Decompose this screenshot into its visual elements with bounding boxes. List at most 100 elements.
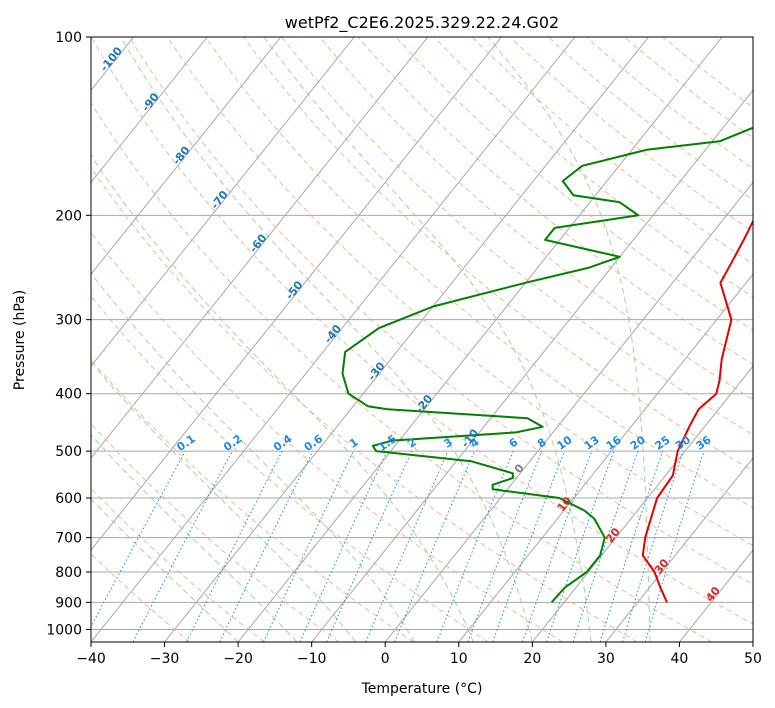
x-tick-label: −20 bbox=[223, 651, 253, 667]
y-axis-label: Pressure (hPa) bbox=[12, 290, 28, 390]
thermo-lines bbox=[91, 37, 753, 642]
dry-adiabat-line bbox=[357, 37, 753, 366]
mixing-ratio-label: 20 bbox=[628, 433, 648, 453]
dry-adiabat-line bbox=[128, 37, 753, 585]
mixing-ratio-line bbox=[522, 450, 593, 642]
isotherm-line bbox=[91, 37, 282, 276]
mixing-ratio-line bbox=[546, 450, 615, 642]
isotherm-line bbox=[458, 273, 753, 642]
dry-adiabat-line bbox=[395, 37, 753, 332]
mixing-ratio-line bbox=[219, 450, 314, 642]
isotherm-line bbox=[311, 89, 753, 642]
moist-adiabat-line bbox=[263, 37, 592, 642]
mixing-ratio-line bbox=[326, 450, 413, 642]
isotherm-line bbox=[91, 37, 429, 459]
y-tick-label: 500 bbox=[55, 444, 82, 460]
y-tick-label: 300 bbox=[55, 313, 82, 329]
dry-adiabat-line bbox=[281, 37, 753, 436]
dry-adiabat-line bbox=[662, 37, 753, 109]
dry-adiabat-line bbox=[319, 37, 753, 400]
x-tick-label: 30 bbox=[597, 651, 615, 667]
y-tick-label: 900 bbox=[55, 595, 82, 611]
dewpoint-profile-line bbox=[341, 126, 753, 603]
moist-adiabat-line bbox=[487, 37, 651, 642]
dry-adiabat-line bbox=[91, 553, 191, 642]
x-tick-label: −10 bbox=[297, 651, 327, 667]
dry-adiabat-line bbox=[91, 102, 713, 642]
isotherm-line bbox=[384, 181, 753, 642]
x-axis-ticks: −40 −30 −20 −10 0 10 20 30 40 50 bbox=[76, 642, 762, 667]
isotherm-line bbox=[605, 457, 753, 642]
x-tick-label: −30 bbox=[150, 651, 180, 667]
temperature-profile-line bbox=[641, 219, 753, 603]
isotherm-label: -90 bbox=[139, 90, 162, 114]
dry-adiabat-line bbox=[471, 37, 753, 265]
dry-adiabat-line bbox=[91, 167, 638, 642]
y-tick-label: 100 bbox=[55, 30, 82, 46]
mixing-ratio-label: 10 bbox=[555, 433, 575, 453]
x-tick-label: 50 bbox=[744, 651, 762, 667]
mixing-ratio-line bbox=[572, 450, 639, 642]
mixing-ratio-label: 3 bbox=[441, 436, 455, 451]
mixing-ratio-line bbox=[299, 450, 388, 642]
y-axis-ticks: 100 200 300 400 500 600 700 800 900 1000 bbox=[46, 30, 91, 638]
mixing-ratio-label: 2 bbox=[405, 436, 419, 451]
mixing-ratio-label: 16 bbox=[604, 433, 624, 453]
mixing-ratio-line bbox=[644, 450, 705, 642]
y-tick-label: 400 bbox=[55, 387, 82, 403]
x-tick-label: 40 bbox=[671, 651, 689, 667]
isotherm-label: 40 bbox=[703, 584, 723, 604]
dry-adiabat-line bbox=[243, 37, 753, 472]
y-tick-label: 800 bbox=[55, 565, 82, 581]
isotherm-line bbox=[752, 641, 753, 642]
isotherm-label: -80 bbox=[170, 144, 193, 168]
isotherm-label: -50 bbox=[283, 278, 306, 302]
isotherm-label: -100 bbox=[98, 44, 126, 74]
moist-adiabat-line bbox=[91, 434, 298, 642]
isotherm-line bbox=[91, 37, 502, 551]
moist-adiabat-line bbox=[91, 361, 357, 642]
mixing-ratio-line bbox=[394, 450, 475, 642]
dry-adiabat-line bbox=[91, 295, 489, 642]
dry-adiabat-line bbox=[91, 231, 563, 642]
mixing-ratio-label: 13 bbox=[582, 433, 602, 452]
mixing-ratio-line bbox=[365, 450, 449, 642]
isotherm-line bbox=[0, 37, 60, 642]
moist-adiabat-line bbox=[91, 272, 416, 642]
mixing-ratio-label: 6 bbox=[507, 435, 521, 450]
moist-adiabat-line bbox=[91, 498, 239, 642]
dry-adiabat-line bbox=[586, 37, 753, 170]
isotherm-line bbox=[164, 37, 649, 642]
isotherm-line bbox=[91, 37, 355, 367]
y-tick-label: 1000 bbox=[46, 622, 82, 638]
mixing-ratio-label: 25 bbox=[653, 433, 673, 452]
mixing-ratio-label: 8 bbox=[535, 436, 549, 451]
isotherm-line bbox=[91, 37, 208, 184]
moist-adiabat-line bbox=[91, 154, 474, 642]
dry-adiabat-line bbox=[205, 37, 753, 509]
dry-adiabat-line bbox=[91, 37, 753, 625]
chart-title: wetPf2_C2E6.2025.329.22.24.G02 bbox=[285, 13, 559, 33]
mixing-ratio-line bbox=[263, 450, 354, 642]
dry-adiabat-line bbox=[548, 37, 753, 201]
dry-adiabat-line bbox=[91, 487, 265, 642]
isotherm-line bbox=[91, 37, 576, 642]
mixing-ratio-line bbox=[622, 450, 684, 642]
x-tick-label: 0 bbox=[381, 651, 390, 667]
mixing-ratio-line bbox=[91, 450, 186, 628]
mixing-ratio-label: 30 bbox=[673, 433, 693, 453]
y-tick-label: 700 bbox=[55, 531, 82, 547]
mixing-ratio-label: 1 bbox=[347, 436, 361, 451]
mixing-ratio-line bbox=[599, 450, 664, 642]
moist-adiabat-line bbox=[120, 37, 533, 642]
dry-adiabat-line bbox=[91, 422, 340, 642]
dry-adiabat-line bbox=[509, 37, 753, 233]
x-axis-label: Temperature (°C) bbox=[361, 681, 483, 697]
x-tick-label: −40 bbox=[76, 651, 106, 667]
dry-adiabat-line bbox=[91, 358, 414, 642]
grid bbox=[0, 37, 753, 642]
y-tick-label: 200 bbox=[55, 208, 82, 224]
y-tick-label: 600 bbox=[55, 491, 82, 507]
x-tick-label: 20 bbox=[523, 651, 541, 667]
